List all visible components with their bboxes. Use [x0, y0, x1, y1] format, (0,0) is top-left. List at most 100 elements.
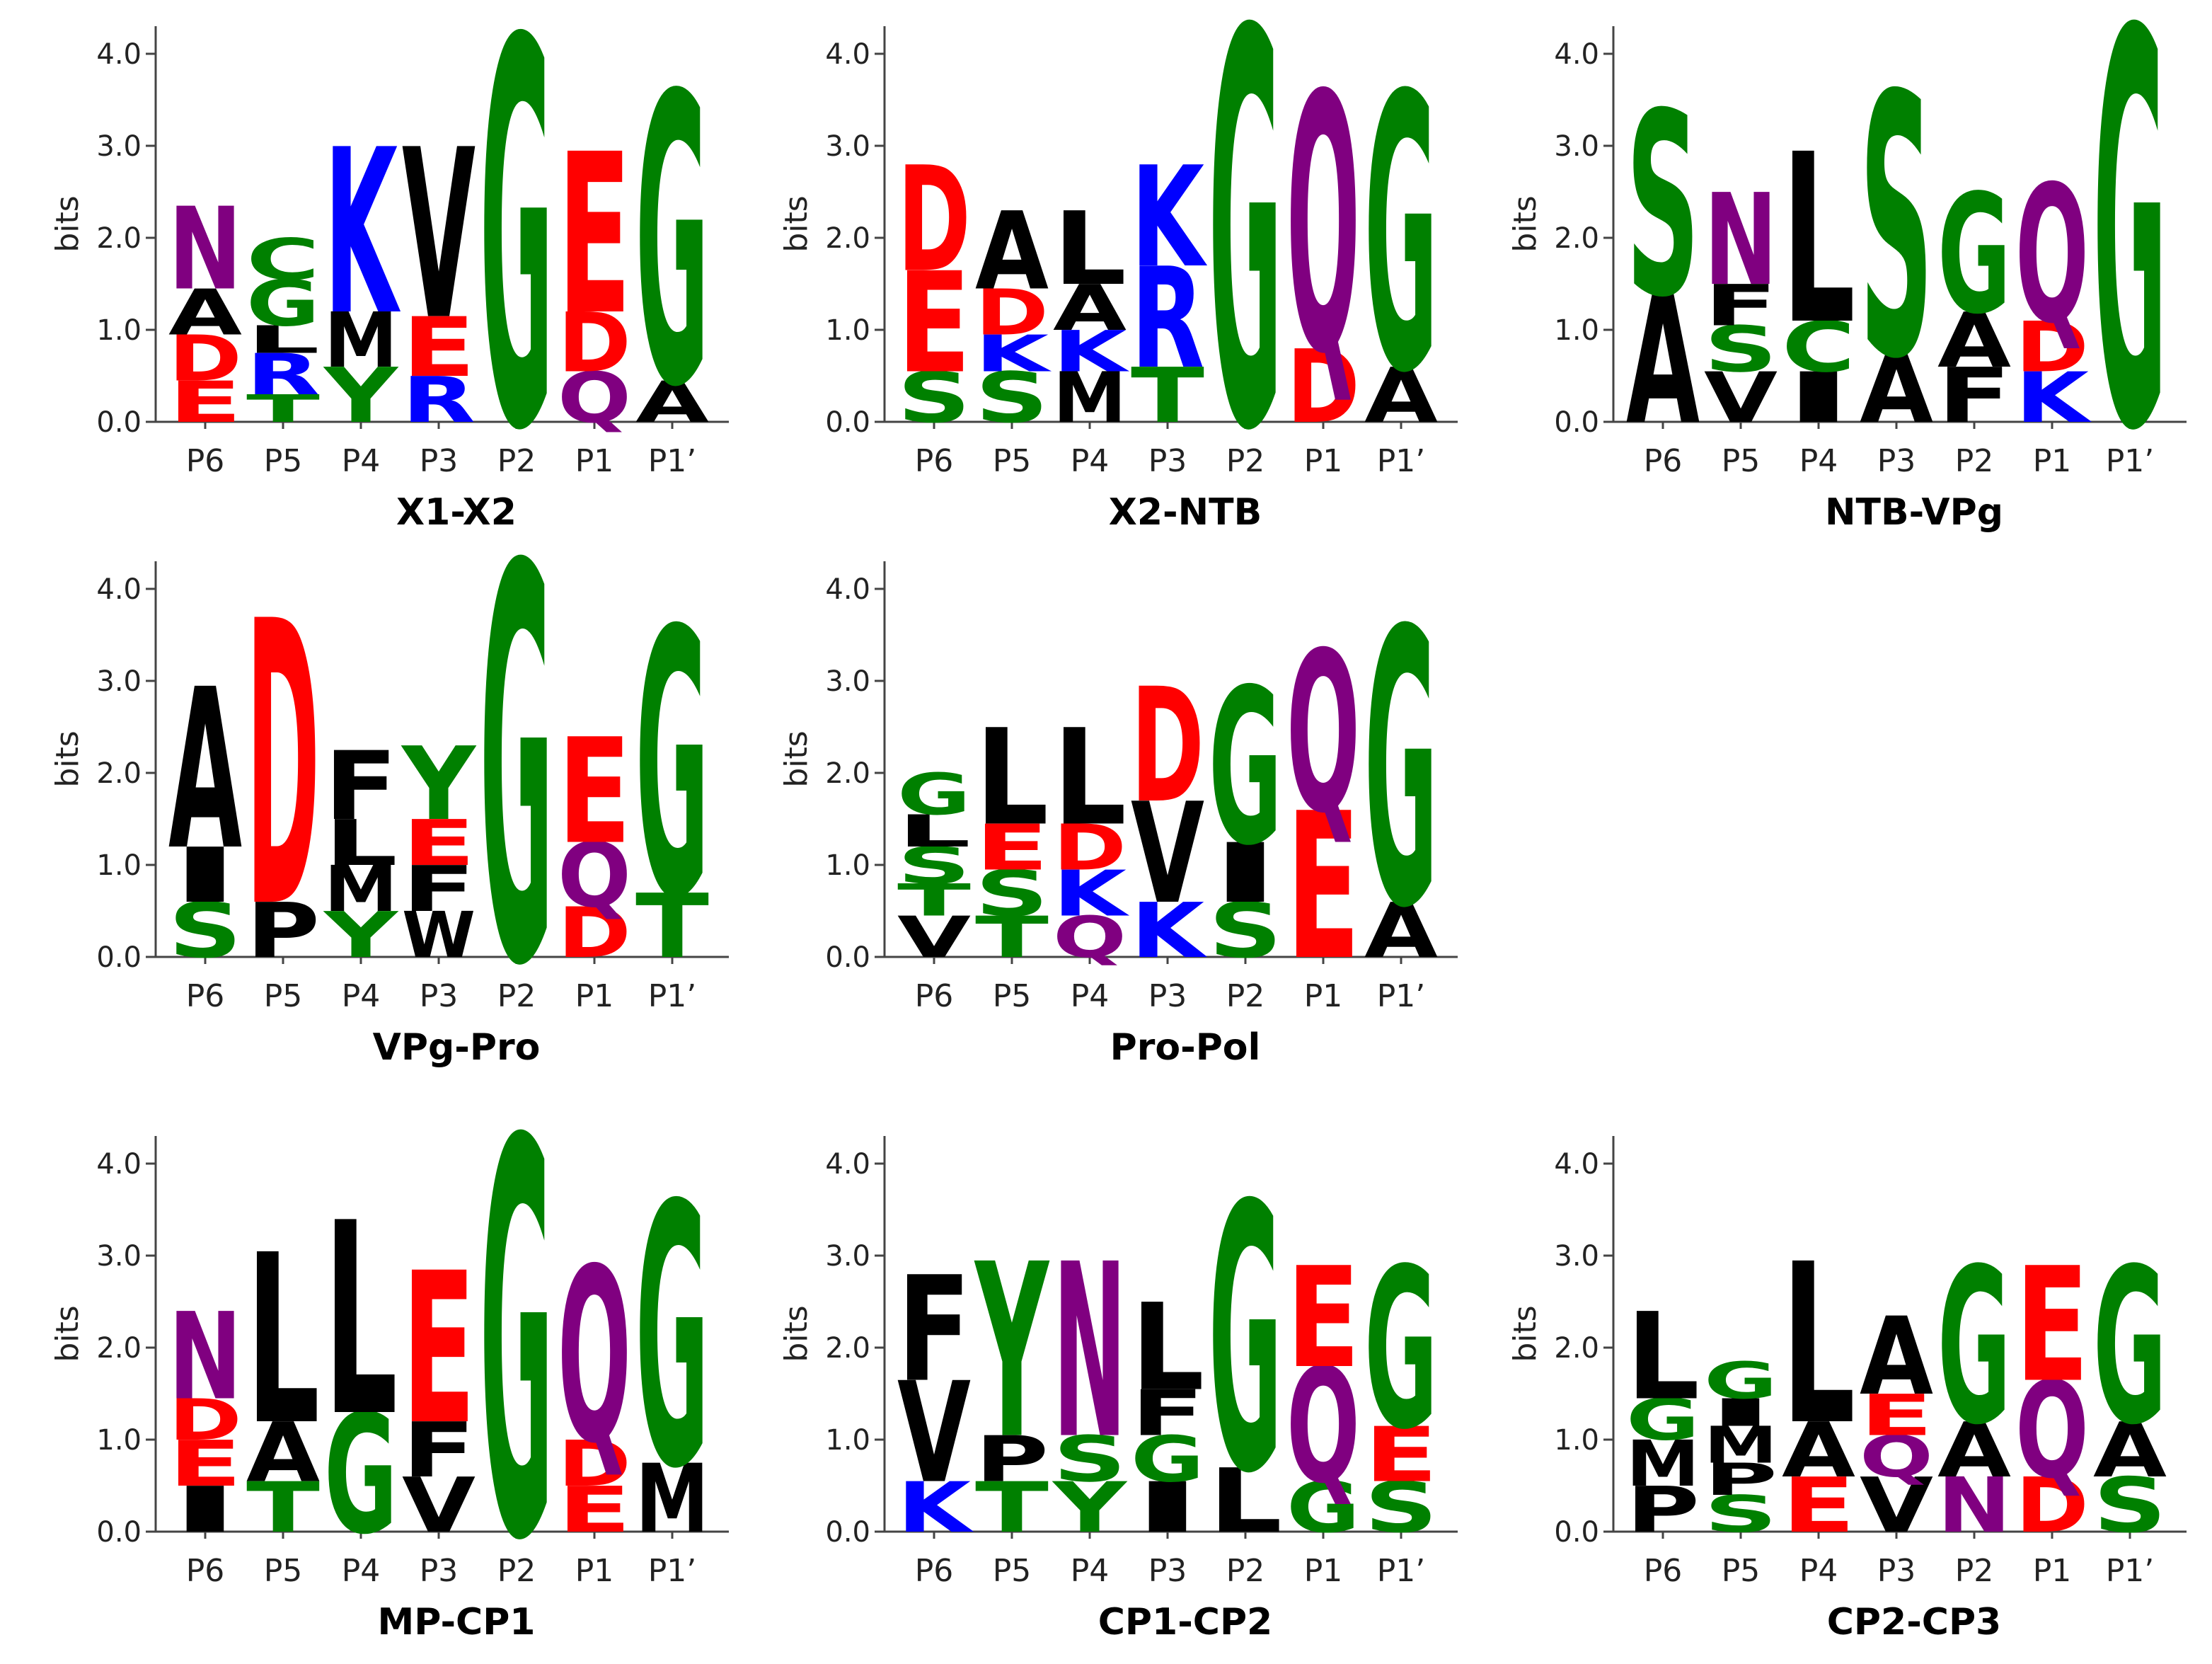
logo-letter: S — [1053, 1423, 1127, 1496]
logo-panel: 0.01.02.03.04.0bitsP6IEDNP5TALP4GLP3VFEP… — [50, 1029, 729, 1660]
logo-letter: S — [975, 358, 1049, 439]
x-tick-label: P5 — [1722, 443, 1761, 479]
logo-letter: F — [402, 1406, 476, 1494]
logo-letter: D — [168, 323, 242, 396]
panel-title: X2-NTB — [1109, 491, 1262, 534]
logo-letter: M — [635, 1444, 709, 1554]
y-tick-label: 4.0 — [825, 38, 870, 71]
x-tick-label: P1’ — [648, 1553, 697, 1589]
logo-letter: T — [1131, 352, 1204, 440]
logo-letter: M — [1704, 1416, 1778, 1474]
logo-letter: Q — [2015, 1355, 2089, 1508]
logo-letter: G — [1209, 1129, 1282, 1554]
logo-letter: I — [1704, 1391, 1778, 1435]
logo-letter: E — [558, 1474, 631, 1547]
y-axis-label: bits — [778, 730, 814, 787]
logo-letter: Q — [558, 358, 631, 439]
y-axis-label: bits — [778, 1305, 814, 1362]
logo-letter: A — [635, 369, 709, 435]
y-tick-label: 2.0 — [1554, 222, 1599, 255]
logo-letter: N — [168, 183, 242, 315]
y-tick-label: 2.0 — [96, 222, 142, 255]
logo-letter: Y — [1052, 1468, 1128, 1549]
logo-letter: G — [2093, 0, 2167, 550]
logo-letter: S — [1704, 1485, 1778, 1544]
logo-letter: S — [2093, 1462, 2167, 1549]
x-tick-label: P5 — [1722, 1553, 1761, 1589]
y-tick-label: 4.0 — [96, 38, 142, 71]
logo-letter: Y — [323, 352, 400, 440]
logo-letter: S — [1704, 314, 1778, 386]
logo-letter: D — [246, 539, 320, 994]
logo-letter: L — [897, 806, 971, 857]
y-tick-label: 4.0 — [825, 1148, 870, 1181]
x-tick-label: P1 — [2033, 443, 2072, 479]
logo-letter: F — [402, 853, 476, 926]
logo-panel: 0.01.02.03.04.0bitsP6VTSLGP5TSELP4QKDLP3… — [778, 552, 1458, 1069]
logo-letter: D — [558, 295, 631, 390]
logo-letter: A — [975, 189, 1049, 314]
x-tick-label: P2 — [1226, 443, 1265, 479]
logo-letter: V — [1704, 358, 1778, 439]
logo-letter: D — [558, 1428, 631, 1501]
logo-letter: A — [1364, 352, 1438, 440]
y-tick-label: 1.0 — [96, 314, 142, 347]
x-tick-label: P4 — [342, 1553, 381, 1589]
logo-letter: L — [324, 1166, 398, 1474]
logo-letter: P — [1704, 1454, 1778, 1505]
x-tick-label: P1’ — [648, 443, 697, 479]
x-tick-label: P1’ — [2106, 1553, 2155, 1589]
logo-letter: E — [402, 1228, 476, 1471]
y-tick-label: 2.0 — [825, 222, 870, 255]
y-axis-label: bits — [1507, 195, 1543, 252]
logo-letter: S — [897, 358, 971, 439]
y-tick-label: 0.0 — [825, 1516, 870, 1549]
x-tick-label: P5 — [993, 978, 1032, 1014]
logo-letter: I — [168, 1474, 242, 1547]
y-axis-label: bits — [778, 195, 814, 252]
logo-letter: T — [975, 905, 1049, 970]
logo-letter: N — [1053, 1214, 1127, 1492]
logo-letter: V — [897, 1352, 971, 1514]
logo-letter: G — [897, 762, 971, 827]
logo-panel: 0.01.02.03.04.0bitsP6PMGLP5SPMIGP4EALP3V… — [1507, 1136, 2187, 1643]
y-tick-label: 1.0 — [1554, 314, 1599, 347]
x-tick-label: P1’ — [1377, 443, 1426, 479]
x-tick-label: P3 — [420, 443, 459, 479]
x-tick-label: P6 — [186, 1553, 225, 1589]
logo-letter: F — [1937, 352, 2011, 440]
x-tick-label: P4 — [1799, 443, 1838, 479]
logo-letter: F — [1131, 1377, 1204, 1450]
logo-letter: V — [402, 100, 476, 371]
logo-letter: W — [402, 899, 476, 972]
logo-letter: E — [558, 108, 631, 365]
logo-letter: K — [1131, 887, 1208, 975]
x-tick-label: P5 — [993, 1553, 1032, 1589]
logo-letter: G — [1131, 1423, 1204, 1496]
logo-letter: A — [1860, 1295, 1933, 1419]
logo-letter: M — [1053, 358, 1127, 439]
logo-letter: V — [897, 905, 971, 970]
logo-letter: G — [1364, 552, 1438, 992]
logo-letter: D — [1131, 655, 1204, 839]
logo-letter: E — [2015, 1234, 2089, 1418]
logo-letter: C — [246, 226, 320, 292]
y-axis-label: bits — [50, 1305, 86, 1362]
x-tick-label: P2 — [497, 978, 536, 1014]
logo-letter: D — [168, 1387, 242, 1453]
logo-letter: T — [635, 876, 709, 978]
logo-letter: E — [1286, 1237, 1360, 1399]
logo-letter: L — [1782, 104, 1855, 375]
y-tick-label: 0.0 — [1554, 406, 1599, 439]
logo-letter: M — [324, 853, 398, 926]
x-tick-label: P5 — [993, 443, 1032, 479]
x-tick-label: P1’ — [1377, 1553, 1426, 1589]
x-tick-label: P6 — [186, 443, 225, 479]
logo-letter: Q — [2015, 145, 2089, 365]
y-tick-label: 1.0 — [825, 314, 870, 347]
logo-panel: 0.01.02.03.04.0bitsP6EDANP5TRLGCP4YMKP3R… — [50, 0, 729, 548]
logo-letter: D — [897, 136, 971, 304]
logo-letter: Y — [401, 725, 477, 843]
